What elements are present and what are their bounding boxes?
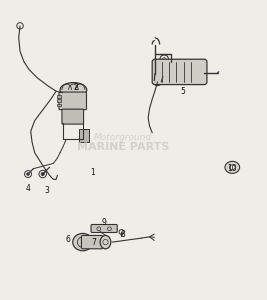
Bar	[57, 103, 61, 106]
Bar	[79, 129, 89, 142]
Ellipse shape	[73, 233, 93, 251]
Text: 7: 7	[91, 238, 96, 247]
Text: 8: 8	[120, 230, 125, 238]
Bar	[57, 99, 61, 102]
FancyBboxPatch shape	[91, 224, 117, 232]
Ellipse shape	[100, 236, 111, 249]
Ellipse shape	[225, 161, 240, 173]
Text: 5: 5	[180, 87, 185, 96]
Text: 1: 1	[90, 168, 95, 177]
Ellipse shape	[60, 82, 87, 97]
Circle shape	[41, 172, 44, 176]
Text: MARINE PARTS: MARINE PARTS	[77, 142, 169, 152]
Bar	[57, 95, 61, 98]
FancyBboxPatch shape	[81, 236, 103, 249]
Text: 9: 9	[102, 218, 107, 226]
Text: 4: 4	[26, 184, 30, 193]
FancyBboxPatch shape	[152, 59, 207, 85]
Text: Motorground: Motorground	[94, 134, 152, 142]
Circle shape	[27, 173, 29, 175]
FancyBboxPatch shape	[59, 92, 87, 110]
Text: 10: 10	[227, 164, 237, 173]
Ellipse shape	[229, 165, 235, 170]
Text: 2: 2	[74, 83, 78, 92]
FancyBboxPatch shape	[62, 109, 84, 124]
Text: 6: 6	[66, 235, 70, 244]
Text: 3: 3	[44, 185, 49, 194]
